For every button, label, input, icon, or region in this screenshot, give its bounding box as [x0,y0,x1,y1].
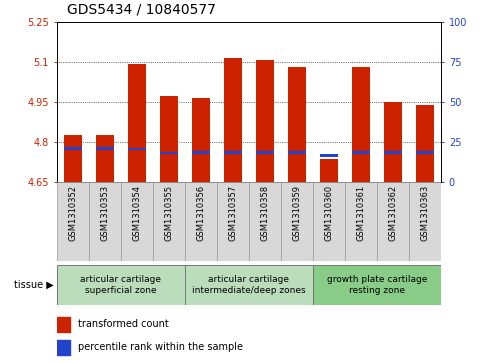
Bar [313,182,345,261]
Bar [64,135,81,182]
Bar [385,102,402,182]
Bar [281,182,313,261]
Bar [249,182,281,261]
Bar [192,151,210,154]
Bar [385,151,402,154]
Text: GSM1310356: GSM1310356 [196,185,206,241]
Bar [57,339,70,355]
Text: transformed count: transformed count [78,319,169,330]
Bar [89,182,121,261]
Bar [288,66,306,182]
Bar [57,265,185,305]
Bar [417,105,434,182]
Text: GSM1310358: GSM1310358 [260,185,270,241]
Bar [417,151,434,154]
Text: GSM1310359: GSM1310359 [292,185,302,241]
Bar [224,58,242,182]
Text: percentile rank within the sample: percentile rank within the sample [78,342,243,352]
Text: GSM1310357: GSM1310357 [228,185,238,241]
Text: GSM1310360: GSM1310360 [324,185,334,241]
Bar [185,182,217,261]
Text: GSM1310355: GSM1310355 [164,185,174,241]
Bar [256,60,274,182]
Bar [57,182,89,261]
Bar [128,64,145,182]
Bar [96,147,113,150]
Text: growth plate cartilage
resting zone: growth plate cartilage resting zone [327,275,427,295]
Bar [377,182,409,261]
Bar [352,66,370,182]
Bar [320,154,338,157]
Bar [256,151,274,154]
Bar [313,265,441,305]
Bar [352,151,370,154]
Text: articular cartilage
superficial zone: articular cartilage superficial zone [80,275,161,295]
Bar [320,159,338,182]
Text: GSM1310353: GSM1310353 [100,185,109,241]
Text: GSM1310354: GSM1310354 [132,185,141,241]
Text: tissue ▶: tissue ▶ [14,280,54,290]
Bar [160,152,177,155]
Bar [345,182,377,261]
Text: GSM1310363: GSM1310363 [421,185,430,241]
Bar [224,151,242,154]
Bar [121,182,153,261]
Bar [64,147,81,150]
Bar [57,317,70,332]
Bar [192,98,210,182]
Bar [160,96,177,182]
Bar [409,182,441,261]
Text: GDS5434 / 10840577: GDS5434 / 10840577 [67,2,215,16]
Bar [185,265,313,305]
Text: GSM1310352: GSM1310352 [68,185,77,241]
Text: GSM1310362: GSM1310362 [388,185,398,241]
Bar [217,182,249,261]
Bar [288,151,306,154]
Bar [153,182,185,261]
Bar [128,147,145,151]
Bar [96,135,113,182]
Text: GSM1310361: GSM1310361 [356,185,366,241]
Text: articular cartilage
intermediate/deep zones: articular cartilage intermediate/deep zo… [192,275,306,295]
